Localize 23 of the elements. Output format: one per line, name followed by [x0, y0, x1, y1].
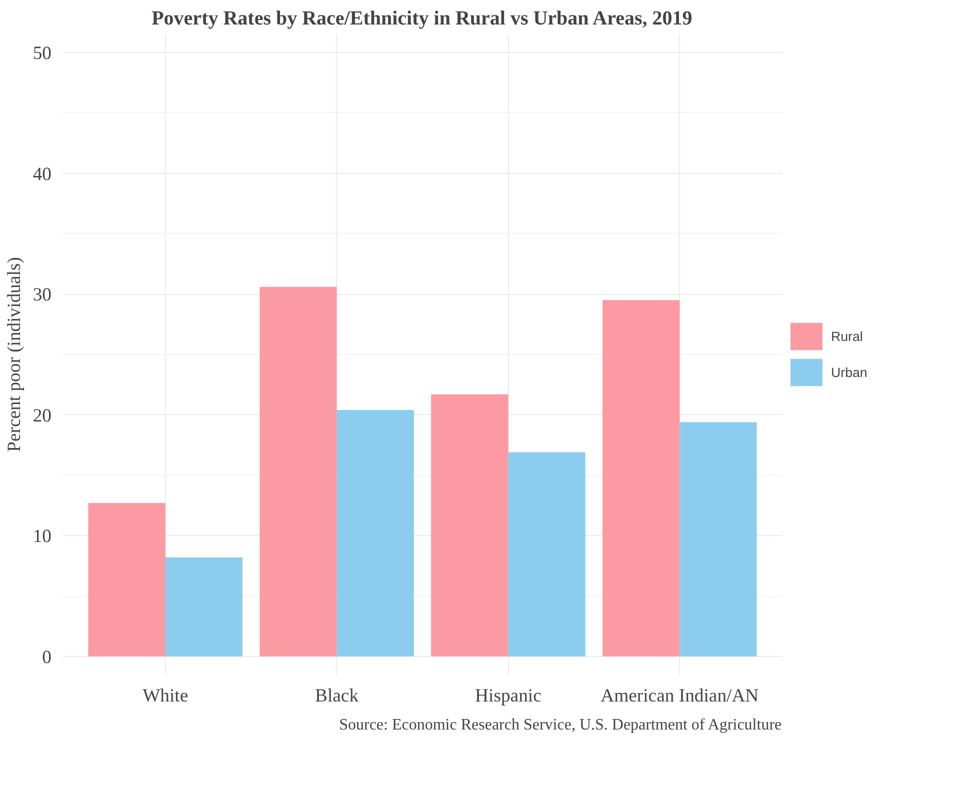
x-tick-label: White: [142, 686, 188, 706]
legend-label: Rural: [831, 328, 863, 344]
bar: [88, 503, 166, 656]
bar: [260, 286, 337, 656]
bar: [165, 557, 242, 656]
y-tick-label: 20: [32, 405, 52, 426]
y-tick-label: 10: [32, 526, 52, 548]
bar: [680, 422, 757, 656]
legend-label: Urban: [831, 364, 868, 380]
chart-title: Poverty Rates by Race/Ethnicity in Rural vs Urban Areas, 2019: [152, 8, 692, 30]
y-tick-label: 40: [32, 164, 52, 185]
bar: [602, 300, 680, 656]
bar: [336, 410, 414, 656]
y-axis-title: Percent poor (individuals): [4, 257, 25, 452]
source-note: Source: Economic Research Service, U.S. Department of Agriculture: [339, 716, 782, 734]
y-tick-label: 0: [42, 646, 52, 668]
x-tick-label: American Indian/AN: [600, 686, 760, 706]
x-tick-label: Black: [315, 686, 360, 706]
x-tick-label: Hispanic: [475, 686, 542, 706]
bar: [431, 394, 508, 656]
y-tick-label: 50: [32, 43, 52, 64]
bar: [508, 452, 586, 656]
y-tick-label: 30: [32, 284, 52, 306]
